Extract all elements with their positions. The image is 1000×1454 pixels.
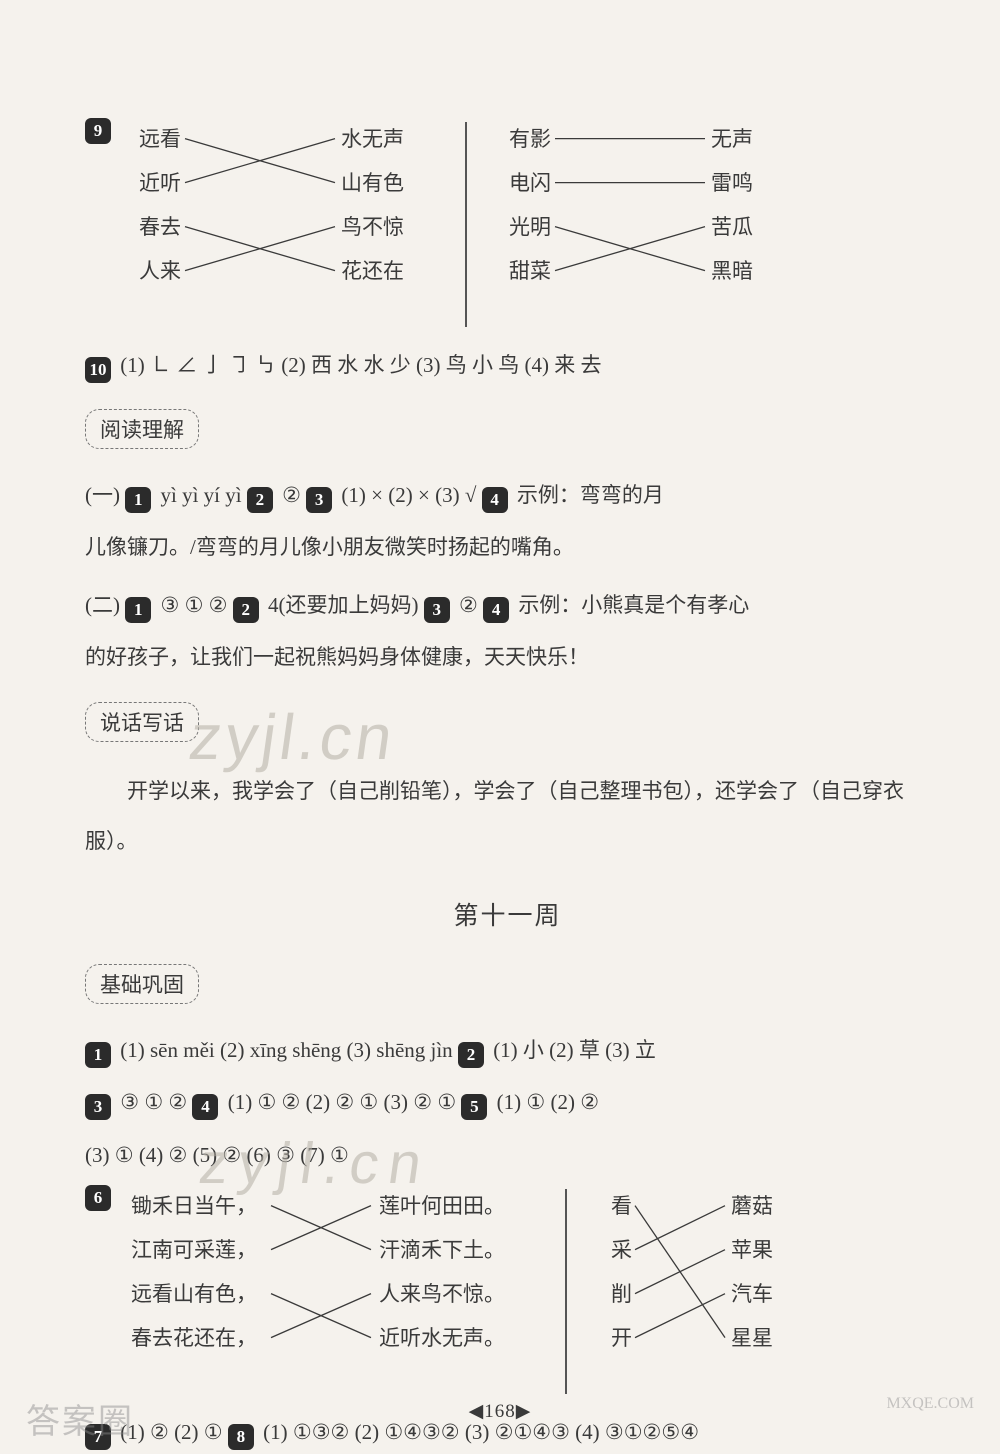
basics2-b4-text: (1) ① ② (2) ② ① (3) ② ①	[228, 1090, 456, 1114]
basics2-b5-text: (1) ① (2) ②	[497, 1090, 599, 1114]
basics2-b4: 4	[192, 1094, 218, 1120]
svg-text:削: 削	[611, 1282, 632, 1306]
reading2-b4-text: 示例：小熊真是个有孝心	[518, 593, 749, 617]
svg-text:黑暗: 黑暗	[711, 259, 753, 283]
svg-text:江南可采莲，: 江南可采莲，	[131, 1238, 257, 1262]
q6-left-svg: 锄禾日当午， 江南可采莲， 远看山有色， 春去花还在， 莲叶何田田。汗滴禾下土。人来鸟不…	[121, 1189, 541, 1379]
svg-text:有影: 有影	[509, 127, 551, 151]
svg-text:远看: 远看	[139, 127, 181, 151]
reading1-b3: 3	[306, 487, 332, 513]
svg-text:雷鸣: 雷鸣	[711, 171, 753, 195]
reading1-b2: 2	[247, 487, 273, 513]
q9-divider	[465, 122, 467, 327]
reading2-b3-text: ②	[459, 593, 478, 617]
week-title: 第十一周	[85, 896, 930, 932]
svg-text:近听水无声。: 近听水无声。	[379, 1326, 505, 1350]
svg-text:采: 采	[611, 1238, 632, 1262]
svg-text:星星: 星星	[731, 1326, 773, 1350]
watermark-1: zyjl.cn	[185, 700, 401, 774]
q6-right-svg: 看采削开 蘑菇苹果汽车星星	[591, 1189, 811, 1379]
svg-text:近听: 近听	[139, 171, 181, 195]
basics2-b3-text: ③ ① ②	[120, 1090, 187, 1114]
basics1-b2: 2	[458, 1042, 484, 1068]
q9-left-svg: 远看近听春去人来 水无声山有色鸟不惊花还在	[121, 122, 441, 312]
svg-text:水无声: 水无声	[341, 127, 404, 151]
section-speak-label: 说话写话	[85, 702, 199, 742]
section-reading-label: 阅读理解	[85, 409, 199, 449]
q6-right-match: 看采削开 蘑菇苹果汽车星星	[591, 1189, 811, 1394]
reading1-b3-text: (1) × (2) × (3) √	[341, 483, 476, 507]
svg-text:无声: 无声	[711, 127, 753, 151]
svg-text:远看山有色，: 远看山有色，	[131, 1282, 257, 1306]
section-basics-label: 基础巩固	[85, 964, 199, 1004]
svg-text:春去: 春去	[139, 215, 181, 239]
basics-row3: (3) ① (4) ② (5) ② (6) ③ (7) ①	[85, 1133, 930, 1177]
stamp-left: 答案圈	[26, 1394, 134, 1443]
reading2-b2-text: 4(还要加上妈妈)	[268, 593, 419, 617]
svg-text:光明: 光明	[509, 215, 551, 239]
q6-left-match: 锄禾日当午， 江南可采莲， 远看山有色， 春去花还在， 莲叶何田田。汗滴禾下土。人来鸟不…	[121, 1189, 541, 1394]
speak-text: 开学以来，我学会了（自己削铅笔），学会了（自己整理书包），还学会了（自己穿衣服）…	[85, 766, 930, 867]
svg-text:苦瓜: 苦瓜	[711, 215, 753, 239]
q9-badge: 9	[85, 118, 111, 144]
reading1-b4: 4	[482, 487, 508, 513]
reading2-b3: 3	[424, 597, 450, 623]
reading2-b1: 1	[125, 597, 151, 623]
reading1-row: (一) 1 yì yì yí yì 2 ② 3 (1) × (2) × (3) …	[85, 473, 930, 517]
basics-row1: 1 (1) sēn měi (2) xīng shēng (3) shēng j…	[85, 1028, 930, 1072]
basics1-b1-text: (1) sēn měi (2) xīng shēng (3) shēng jìn	[120, 1038, 452, 1062]
svg-text:鸟不惊: 鸟不惊	[341, 215, 404, 239]
q6-row: 6 锄禾日当午， 江南可采莲， 远看山有色， 春去花还在， 莲叶何田田。汗滴禾下土。人来…	[85, 1185, 930, 1402]
svg-text:开: 开	[611, 1326, 632, 1350]
svg-text:看: 看	[611, 1194, 632, 1218]
svg-text:花还在: 花还在	[341, 259, 404, 283]
svg-text:甜菜: 甜菜	[509, 259, 551, 283]
reading2-b2: 2	[233, 597, 259, 623]
stamp-right: MXQE.COM	[886, 1394, 974, 1443]
reading1-b1: 1	[125, 487, 151, 513]
q10-badge: 10	[85, 357, 111, 383]
q6-divider	[565, 1189, 567, 1394]
reading1-b1-text: yì yì yí yì	[161, 483, 242, 507]
svg-text:山有色: 山有色	[341, 171, 404, 195]
reading1-tail: 儿像镰刀。/弯弯的月儿像小朋友微笑时扬起的嘴角。	[85, 525, 930, 569]
svg-text:莲叶何田田。: 莲叶何田田。	[379, 1194, 505, 1218]
reading1-b4-text: 示例：弯弯的月	[517, 483, 664, 507]
q9-row: 9 远看近听春去人来 水无声山有色鸟不惊花还在 有影电闪光明甜菜 无声雷鸣苦瓜黑暗	[85, 118, 930, 335]
basics2-b3: 3	[85, 1094, 111, 1120]
svg-text:蘑菇: 蘑菇	[731, 1194, 773, 1218]
q6-badge: 6	[85, 1185, 111, 1211]
basics2-b5: 5	[461, 1094, 487, 1120]
reading1-b2-text: ②	[282, 483, 301, 507]
reading1-prefix: (一)	[85, 483, 120, 507]
q10-row: 10 (1) ㇗ ∠ 亅 ㇆ ㇉ (2) 西 水 水 少 (3) 鸟 小 鸟 (…	[85, 343, 930, 387]
q9-right-svg: 有影电闪光明甜菜 无声雷鸣苦瓜黑暗	[491, 122, 811, 312]
basics1-b1: 1	[85, 1042, 111, 1068]
svg-text:汽车: 汽车	[731, 1282, 773, 1306]
reading2-b1-text: ③ ① ②	[161, 593, 228, 617]
basics1-b2-text: (1) 小 (2) 草 (3) 立	[493, 1038, 656, 1062]
svg-text:锄禾日当午，: 锄禾日当午，	[131, 1194, 257, 1218]
svg-text:电闪: 电闪	[509, 171, 551, 195]
reading2-tail: 的好孩子，让我们一起祝熊妈妈身体健康，天天快乐！	[85, 635, 930, 679]
stamp-wrap: 答案圈 MXQE.COM	[0, 1394, 1000, 1443]
reading2-prefix: (二)	[85, 593, 120, 617]
reading2-row: (二) 1 ③ ① ② 2 4(还要加上妈妈) 3 ② 4 示例：小熊真是个有孝…	[85, 583, 930, 627]
svg-text:春去花还在，: 春去花还在，	[131, 1326, 257, 1350]
svg-text:人来: 人来	[139, 259, 181, 283]
svg-text:汗滴禾下土。: 汗滴禾下土。	[379, 1238, 505, 1262]
svg-text:苹果: 苹果	[731, 1238, 773, 1262]
q10-text: (1) ㇗ ∠ 亅 ㇆ ㇉ (2) 西 水 水 少 (3) 鸟 小 鸟 (4) …	[120, 353, 601, 377]
basics-row2: 3 ③ ① ② 4 (1) ① ② (2) ② ① (3) ② ① 5 (1) …	[85, 1080, 930, 1124]
svg-text:人来鸟不惊。: 人来鸟不惊。	[379, 1282, 505, 1306]
reading2-b4: 4	[483, 597, 509, 623]
q9-left-match: 远看近听春去人来 水无声山有色鸟不惊花还在	[121, 122, 441, 327]
q9-right-match: 有影电闪光明甜菜 无声雷鸣苦瓜黑暗	[491, 122, 811, 327]
